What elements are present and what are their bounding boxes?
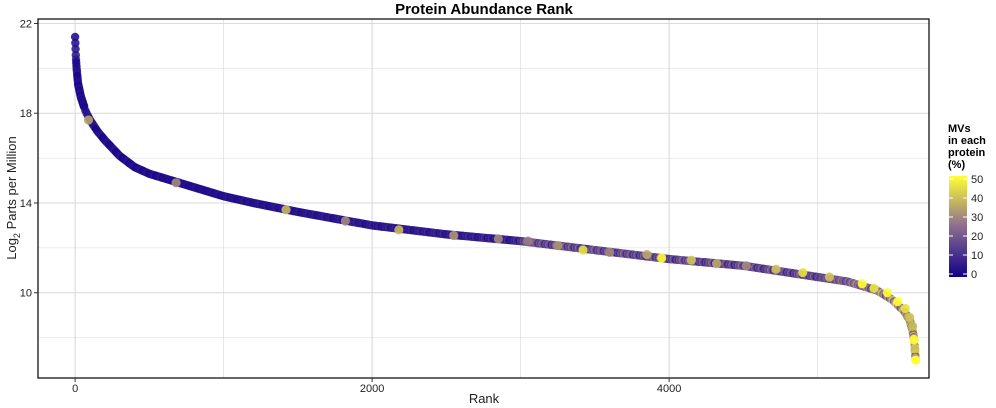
data-point [910,344,920,354]
data-point [741,261,751,271]
legend-title-line: (%) [948,159,965,171]
legend-tick-label: 50 [971,174,983,186]
legend-tick-label: 20 [971,231,983,243]
data-point [798,267,808,278]
data-point [900,303,910,314]
data-point [493,234,503,244]
data-point [171,178,181,188]
data-point [578,245,588,255]
data-point [340,216,350,226]
data-point [281,205,291,215]
y-tick-label: 10 [20,288,32,300]
legend-tick-label: 30 [971,212,983,224]
data-point [824,272,835,282]
legend-title-line: MVs [948,123,971,135]
data-point [911,355,921,365]
x-tick-label: 2000 [360,383,384,395]
legend-title: MVs in each protein (%) [948,123,986,171]
y-tick-label: 18 [20,108,32,120]
data-point [71,38,80,48]
data-point [605,247,615,257]
legend-tick-label: 10 [971,250,983,262]
y-axis-title: Log2 Parts per Million [4,136,22,260]
legend-title-line: protein [948,147,986,159]
axes: 10 14 18 22 0 2000 4000 [20,18,682,395]
data-point [909,335,919,345]
x-tick-label: 0 [72,383,78,395]
data-point [71,44,80,54]
legend-ticks: 0 10 20 30 40 50 [949,174,983,281]
legend-tick-label: 40 [971,193,983,205]
data-point [657,253,667,263]
data-point [771,264,781,274]
y-tick-label: 22 [20,18,32,30]
x-tick-label: 4000 [657,383,681,395]
legend-tick-label: 0 [971,269,977,281]
color-legend: MVs in each protein (%) 0 10 20 30 40 50 [948,123,986,281]
y-tick-label: 14 [20,198,32,210]
data-point [869,283,879,293]
data-point [905,312,915,323]
y-axis-title-subscript: 2 [12,233,22,238]
data-point [83,115,94,125]
data-point [394,225,404,235]
data-point [523,236,533,246]
data-points [70,32,921,365]
data-point [893,297,903,307]
data-point [882,288,893,298]
legend-title-line: in each [948,135,986,147]
data-point [642,249,652,260]
data-point [857,279,867,289]
legend-colorbar [949,176,967,277]
data-point [712,258,722,269]
data-point [686,255,697,265]
data-point [553,241,563,251]
data-point [908,321,918,331]
y-axis-title-main: Log [4,238,19,260]
plot-panel-border [37,18,930,379]
data-point [70,32,80,42]
data-point [449,230,459,241]
x-axis-title: Rank [469,391,500,406]
y-axis-title-rest: Parts per Million [4,136,19,233]
chart-title: Protein Abundance Rank [395,1,573,18]
